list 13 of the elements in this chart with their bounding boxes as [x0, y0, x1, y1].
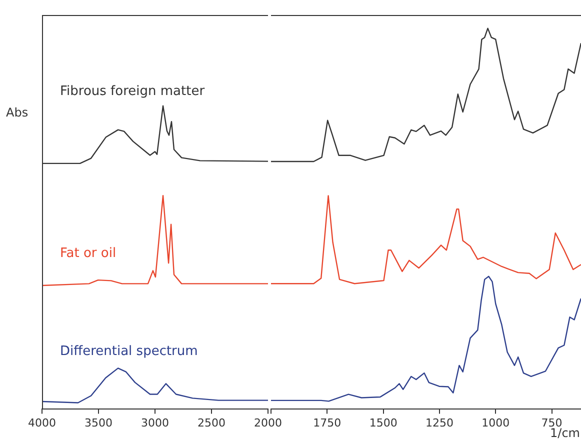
series-label: Differential spectrum — [60, 344, 198, 359]
y-axis-title: Abs — [6, 106, 28, 120]
x-tick-label: 4000 — [28, 416, 56, 430]
x-tick-label: 2000 — [254, 416, 282, 430]
x-tick-label: 3500 — [84, 416, 112, 430]
x-tick-label: 1750 — [313, 416, 342, 430]
x-tick-label: 1000 — [482, 416, 510, 430]
text: Fibrous foreign matter — [60, 84, 206, 99]
x-tick-label: 1500 — [369, 416, 398, 430]
x-tick-label: 1250 — [425, 416, 454, 430]
series-label: Fat or oil — [60, 246, 116, 261]
x-tick-label: 2500 — [198, 416, 226, 430]
x-tick-label: 3000 — [141, 416, 169, 430]
